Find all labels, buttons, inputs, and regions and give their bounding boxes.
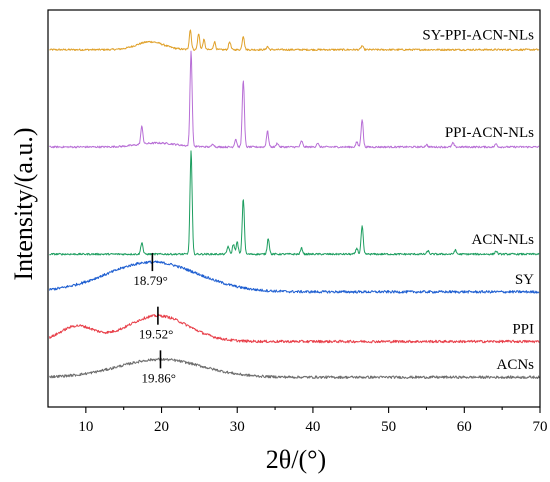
x-tick-label-20: 20	[154, 419, 169, 435]
x-tick-label-30: 30	[230, 419, 245, 435]
series-line-ppi	[49, 313, 540, 344]
series-label-ppi-acn-nls: PPI-ACN-NLs	[445, 125, 534, 141]
peak-label-sy: 18.79°	[133, 273, 167, 288]
x-tick-label-10: 10	[78, 419, 93, 435]
axes-group: 10 20 30 40 50 60 70	[47, 9, 548, 435]
peak-label-ppi: 19.52°	[139, 327, 173, 342]
series-line-sy	[49, 260, 540, 294]
series-label-acns: ACNs	[496, 357, 534, 373]
x-tick-label-50: 50	[381, 419, 396, 435]
peak-label-acns: 19.86°	[141, 370, 175, 385]
x-tick-label-60: 60	[457, 419, 472, 435]
curves-group	[49, 29, 540, 379]
plot-frame	[47, 9, 541, 408]
x-tick-label-40: 40	[305, 419, 320, 435]
series-line-ppi-acn-nls	[49, 50, 540, 149]
series-line-sy-ppi-acn-nls	[49, 29, 540, 52]
annotations-group: 18.79° 19.52° 19.86°	[133, 253, 176, 385]
x-tick-label-70: 70	[533, 419, 548, 435]
series-labels-group: SY-PPI-ACN-NLs PPI-ACN-NLs ACN-NLs SY PPI ACN…	[422, 28, 534, 374]
x-axis-title: 2θ/(°)	[266, 445, 326, 474]
y-axis-title: Intensity/(a.u.)	[9, 127, 38, 280]
series-label-sy-ppi-acn-nls: SY-PPI-ACN-NLs	[422, 28, 534, 44]
series-line-acn-nls	[49, 150, 540, 256]
series-line-acns	[49, 357, 540, 379]
series-label-acn-nls: ACN-NLs	[472, 232, 535, 248]
series-label-ppi: PPI	[512, 321, 534, 337]
series-label-sy: SY	[515, 272, 534, 288]
